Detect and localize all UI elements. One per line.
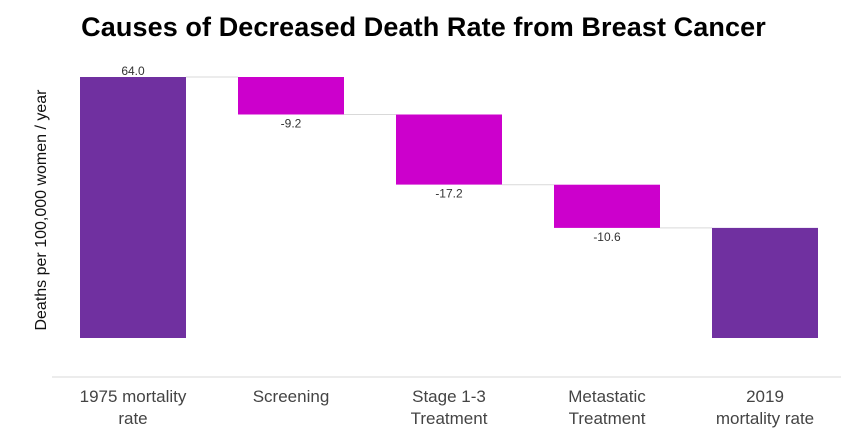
y-axis-label: Deaths per 100,000 women / year <box>33 89 50 331</box>
category-label-line: Stage 1-3 <box>412 387 486 406</box>
category-labels: 1975 mortality rate Screening Stage 1-3 Trea… <box>80 387 815 428</box>
category-label-0: 1975 mortality rate <box>80 387 187 428</box>
data-label-2: -17.2 <box>435 187 463 201</box>
category-label-line: mortality rate <box>716 409 814 428</box>
data-label-1: -9.2 <box>281 117 302 131</box>
data-label-3: -10.6 <box>593 230 621 244</box>
connector-lines <box>186 76 712 229</box>
data-label-0: 64.0 <box>121 64 145 78</box>
bar-3 <box>554 184 660 228</box>
bar-4 <box>712 227 818 338</box>
category-label-4: 2019 mortality rate <box>716 387 814 428</box>
bar-2 <box>396 114 502 185</box>
category-label-line: Treatment <box>569 409 646 428</box>
category-label-3: Metastatic Treatment <box>568 387 646 428</box>
category-label-line: Metastatic <box>568 387 646 406</box>
category-label-line: Treatment <box>411 409 488 428</box>
chart-title: Causes of Decreased Death Rate from Brea… <box>81 12 766 42</box>
category-label-1: Screening <box>253 387 330 406</box>
category-label-line: rate <box>118 409 147 428</box>
category-label-2: Stage 1-3 Treatment <box>411 387 488 428</box>
category-label-line: 2019 <box>746 387 784 406</box>
bar-1 <box>238 77 344 115</box>
data-labels: 64.0 -9.2 -17.2 -10.6 <box>121 64 621 244</box>
category-label-line: Screening <box>253 387 330 406</box>
bars <box>80 77 818 338</box>
bar-0 <box>80 77 186 338</box>
category-label-line: 1975 mortality <box>80 387 187 406</box>
